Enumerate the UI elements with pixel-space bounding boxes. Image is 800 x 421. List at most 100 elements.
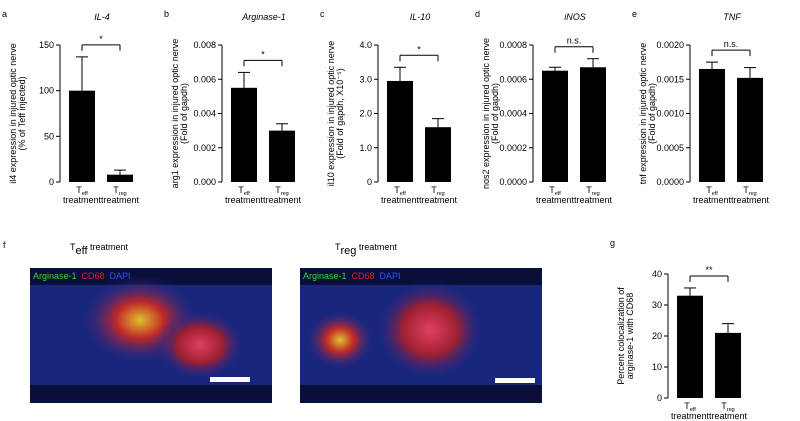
y-tick-label: 0 [49, 177, 54, 187]
y-axis-label-line: nos2 expression in injured optic nerve [481, 38, 491, 189]
x-tick-label: Treg [431, 185, 444, 197]
bar [737, 77, 763, 182]
x-tick-label-sub: eff [400, 191, 406, 197]
significance-label: * [99, 34, 103, 44]
x-tick-label-line2: treatment [419, 195, 458, 205]
y-tick-label: 0.0010 [656, 109, 684, 119]
x-tick-label-sub: eff [555, 191, 561, 197]
panel-title: Arginase-1 [241, 12, 286, 22]
x-tick-label-line2: treatment [709, 411, 748, 421]
x-tick-label-line2: treatment [263, 195, 302, 205]
image-legend-entry: CD68 [82, 271, 105, 281]
bar [677, 295, 703, 398]
bar [542, 70, 568, 182]
x-tick-label-sub: eff [244, 191, 250, 197]
micrograph-signal [375, 280, 485, 380]
y-tick-label: 100 [39, 86, 54, 96]
bar [425, 127, 451, 182]
y-axis-label: nos2 expression in injured optic nerve(F… [481, 38, 500, 189]
y-axis-label: il10 expression in injured optic nerve(F… [326, 41, 345, 187]
image-legend: Arginase-1 CD68 DAPI [33, 271, 131, 281]
y-tick-label: 3.0 [359, 74, 372, 84]
x-tick-label-line2: treatment [63, 195, 102, 205]
significance-label: n.s. [567, 36, 582, 46]
x-tick-label-base: T [684, 401, 690, 411]
x-tick-label: Teff [549, 185, 561, 197]
x-tick-label-sub: eff [82, 191, 88, 197]
x-tick-label-sub: reg [592, 191, 600, 197]
y-tick-label: 0.0006 [499, 74, 527, 84]
image-title-base: T [335, 242, 341, 252]
y-axis-label-line: (% of Teff injected) [17, 76, 27, 150]
panel-label: d [475, 9, 480, 19]
image-title-sub: eff [76, 245, 89, 257]
x-tick-label-sub: reg [281, 191, 289, 197]
x-tick-label: Teff [76, 185, 88, 197]
y-tick-label: 0.000 [193, 177, 216, 187]
x-tick-label-base: T [586, 185, 592, 195]
x-tick-label-sub: reg [727, 407, 735, 413]
micrograph-signal [155, 310, 245, 380]
x-tick-label-base: T [721, 401, 727, 411]
significance-label: * [261, 49, 265, 59]
x-tick-label: Teff [238, 185, 250, 197]
y-tick-label: 0.0000 [499, 177, 527, 187]
image-title-rest: treatment [88, 242, 129, 252]
y-tick-label: 20 [652, 331, 662, 341]
panel-label: c [320, 9, 325, 19]
y-axis-label-line: (Fold of gapdh) [179, 83, 189, 144]
panel-title: IL-4 [94, 12, 110, 22]
y-axis-label-line: tnf expression in injured optic nerve [638, 43, 648, 185]
x-tick-label-base: T [431, 185, 437, 195]
y-axis-label-line: Percent colocalization of [616, 287, 626, 385]
panel-label: f [3, 240, 6, 250]
bar [387, 80, 413, 182]
y-tick-label: 0 [657, 393, 662, 403]
panel-title: TNF [723, 12, 741, 22]
significance-label: * [417, 44, 421, 54]
x-tick-label-base: T [238, 185, 244, 195]
bar [269, 130, 295, 182]
y-tick-label: 0.008 [193, 40, 216, 50]
x-tick-label-line2: treatment [225, 195, 264, 205]
y-tick-label: 2.0 [359, 109, 372, 119]
y-axis-label-line: arg1 expression in injured optic nerve [170, 39, 180, 189]
micrograph-signal [305, 310, 375, 370]
image-title: Treg treatment [335, 242, 397, 257]
scale-bar [495, 378, 535, 383]
image-legend: Arginase-1 CD68 DAPI [303, 271, 401, 281]
y-axis-label: arg1 expression in injured optic nerve(F… [170, 39, 189, 189]
x-tick-label: Teff [394, 185, 406, 197]
y-axis-label-line: arginase-1 with CD68 [625, 293, 635, 380]
bar [699, 68, 725, 182]
image-title: Teff treatment [70, 242, 129, 257]
panel-label: e [632, 9, 637, 19]
image-title-base: T [70, 242, 76, 252]
y-tick-label: 0.0005 [656, 143, 684, 153]
x-tick-label-line2: treatment [574, 195, 613, 205]
image-legend-entry: DAPI [380, 271, 401, 281]
y-axis-label: tnf expression in injured optic nerve(Fo… [638, 43, 657, 185]
y-axis-label-line: (Fold of gapdh) [490, 83, 500, 144]
y-tick-label: 50 [44, 131, 54, 141]
x-tick-label-sub: reg [437, 191, 445, 197]
y-tick-label: 1.0 [359, 143, 372, 153]
y-tick-label: 30 [652, 300, 662, 310]
y-tick-label: 10 [652, 362, 662, 372]
y-tick-label: 0.0008 [499, 40, 527, 50]
x-tick-label: Treg [275, 185, 288, 197]
y-tick-label: 0.0002 [499, 143, 527, 153]
x-tick-label-line2: treatment [731, 195, 770, 205]
x-tick-label: Treg [113, 185, 126, 197]
bar [580, 67, 606, 182]
y-tick-label: 40 [652, 269, 662, 279]
x-tick-label-base: T [549, 185, 555, 195]
y-tick-label: 0.004 [193, 109, 216, 119]
y-tick-label: 150 [39, 40, 54, 50]
x-tick-label-line2: treatment [101, 195, 140, 205]
x-tick-label: Treg [743, 185, 756, 197]
y-tick-label: 0.006 [193, 74, 216, 84]
x-tick-label-base: T [743, 185, 749, 195]
x-tick-label-base: T [706, 185, 712, 195]
